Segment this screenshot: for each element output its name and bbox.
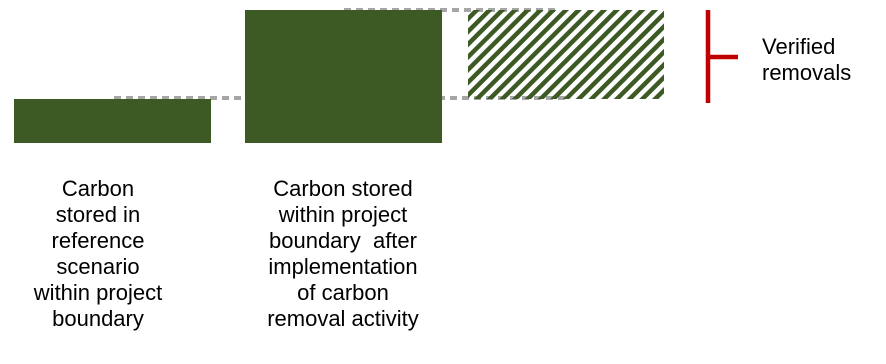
project-label-line: removal activity	[267, 306, 419, 331]
reference-scenario-label: Carbon stored in reference scenario with…	[8, 176, 188, 332]
red-bracket-icon	[705, 10, 738, 103]
project-scenario-bar	[245, 10, 442, 143]
project-scenario-label: Carbon stored within project boundary af…	[238, 176, 448, 332]
verified-label-line: Verified	[762, 34, 836, 59]
verified-removals-hatched-area	[468, 10, 664, 99]
reference-label-line: scenario	[56, 254, 140, 279]
reference-label-line: within project	[33, 280, 163, 305]
reference-scenario-bar	[14, 99, 211, 143]
project-label-line: boundary after	[269, 228, 417, 253]
project-label-line: implementation	[268, 254, 418, 279]
project-label-line: within project	[278, 202, 408, 227]
verified-label-line: removals	[762, 60, 852, 85]
reference-label-line: Carbon	[61, 176, 135, 201]
project-label-line: of carbon	[297, 280, 389, 305]
reference-label-line: stored in	[55, 202, 141, 227]
reference-label-line: reference	[51, 228, 145, 253]
reference-label-line: boundary	[52, 306, 144, 331]
project-label-line: Carbon stored	[273, 176, 413, 201]
verified-removals-label: Verified removals	[762, 34, 851, 86]
